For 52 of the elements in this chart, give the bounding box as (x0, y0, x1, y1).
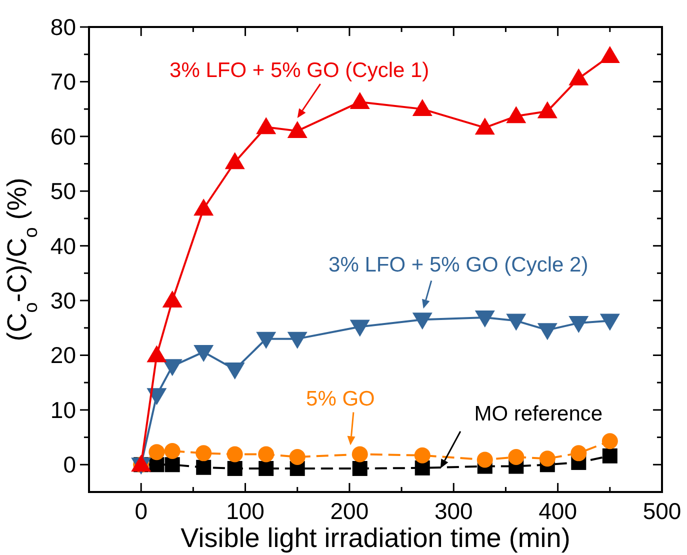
x-tick-label: 100 (226, 498, 264, 524)
y-tick-label: 80 (50, 14, 76, 40)
x-tick-label: 0 (134, 498, 148, 524)
point (289, 448, 306, 465)
x-tick-label: 200 (330, 498, 369, 524)
point (258, 446, 274, 462)
point (539, 450, 556, 467)
point (226, 446, 243, 462)
y-tick-label: 70 (50, 68, 76, 95)
point (570, 445, 587, 462)
x-tick-label: 400 (538, 498, 578, 524)
annotation: 3% LFO + 5% GO (Cycle 2) (328, 254, 588, 277)
y-tick-label: 0 (63, 452, 76, 478)
x-tick-label: 500 (642, 498, 682, 524)
point (256, 117, 276, 134)
point (414, 447, 430, 464)
x-axis-title: Visible light irradiation time (min) (180, 523, 570, 553)
y-tick-label: 20 (50, 342, 76, 368)
point (146, 345, 167, 362)
y-tick-label: 60 (50, 123, 76, 150)
point (148, 444, 165, 460)
point (508, 448, 524, 465)
annotation: MO reference (474, 402, 603, 426)
point (258, 460, 274, 476)
annotation: 5% GO (306, 387, 375, 410)
point (164, 442, 180, 459)
point (194, 198, 214, 216)
point (196, 445, 212, 462)
point (350, 92, 370, 109)
x-tick-label: 300 (434, 498, 473, 524)
y-tick-label: 40 (50, 232, 76, 259)
point (476, 452, 493, 468)
point (196, 460, 212, 475)
point (506, 106, 526, 124)
y-tick-label: 10 (50, 396, 76, 423)
point (224, 152, 245, 170)
y-tick-label: 30 (50, 288, 76, 314)
point (568, 68, 589, 86)
point (287, 120, 308, 138)
point (474, 118, 495, 135)
point (412, 99, 432, 116)
point (600, 46, 620, 63)
point (164, 457, 180, 472)
point (602, 448, 618, 464)
y-tick-label: 50 (50, 178, 76, 204)
point (352, 446, 368, 462)
annotation: 3% LFO + 5% GO (Cycle 1) (170, 58, 430, 82)
point (227, 460, 242, 476)
point (162, 290, 182, 308)
point (352, 460, 368, 476)
point (537, 101, 558, 118)
point (602, 433, 618, 450)
